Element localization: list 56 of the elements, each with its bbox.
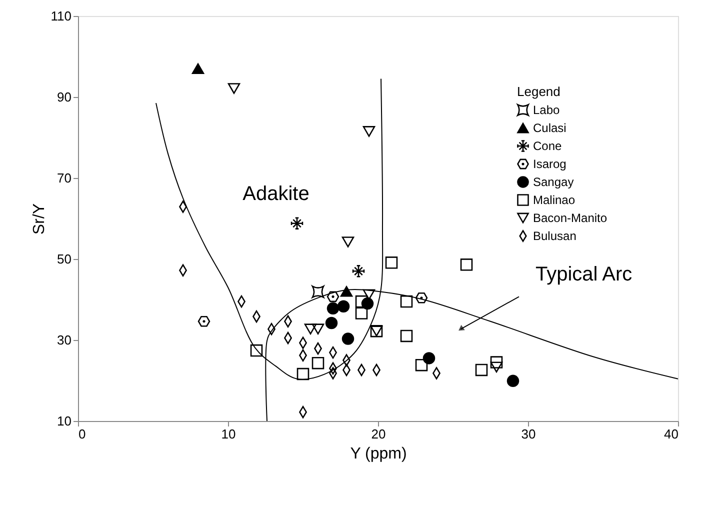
point (355, 295, 368, 308)
x-axis-title: Y (ppm) (350, 446, 407, 462)
point (326, 302, 340, 315)
point (312, 324, 324, 334)
point (352, 265, 365, 278)
point (422, 352, 436, 364)
y-tick-label: 50 (57, 252, 72, 266)
point (385, 256, 398, 269)
point (312, 356, 324, 370)
point (490, 356, 503, 368)
point (362, 126, 376, 137)
point (475, 364, 488, 376)
point (192, 63, 204, 74)
point (340, 286, 353, 297)
point (355, 307, 368, 320)
point (325, 316, 338, 330)
y-tick-label: 90 (57, 90, 72, 104)
y-tick-label: 70 (57, 170, 72, 186)
point (400, 295, 413, 308)
legend-label: Isarog (533, 157, 566, 171)
point (506, 374, 520, 388)
x-tick-label: 40 (664, 426, 678, 442)
x-tick-label: 30 (521, 426, 536, 442)
legend-label: Malinao (533, 193, 576, 207)
point (342, 236, 354, 248)
annotation: Adakite (242, 183, 310, 206)
point (337, 300, 350, 312)
y-tick-label: 30 (57, 332, 72, 348)
point (326, 291, 340, 302)
point (228, 83, 240, 94)
legend-label: Bulusan (533, 229, 576, 243)
legend-title: Legend (517, 84, 560, 99)
x-tick-label: 0 (78, 426, 86, 442)
legend-label: Cone (533, 139, 562, 153)
annotation: Typical Arc (535, 263, 632, 286)
point (490, 362, 503, 373)
point (250, 344, 263, 357)
point (342, 332, 354, 345)
point (304, 324, 317, 334)
point (290, 217, 304, 230)
point (415, 358, 428, 372)
y-tick-label: 110 (50, 8, 72, 24)
point (312, 286, 324, 298)
legend-label: Labo (533, 103, 560, 117)
x-tick-label: 20 (371, 426, 386, 442)
x-tick-label: 10 (221, 426, 236, 442)
point (415, 292, 428, 304)
point (460, 258, 473, 271)
legend-label: Bacon-Manito (533, 211, 608, 225)
point (400, 330, 413, 342)
legend-label: Sangay (533, 175, 574, 189)
point (198, 316, 210, 327)
y-tick-label: 10 (57, 414, 72, 428)
point (296, 368, 310, 380)
legend-label: Culasi (533, 121, 566, 135)
y-axis-title: Sr/Y (30, 203, 48, 235)
